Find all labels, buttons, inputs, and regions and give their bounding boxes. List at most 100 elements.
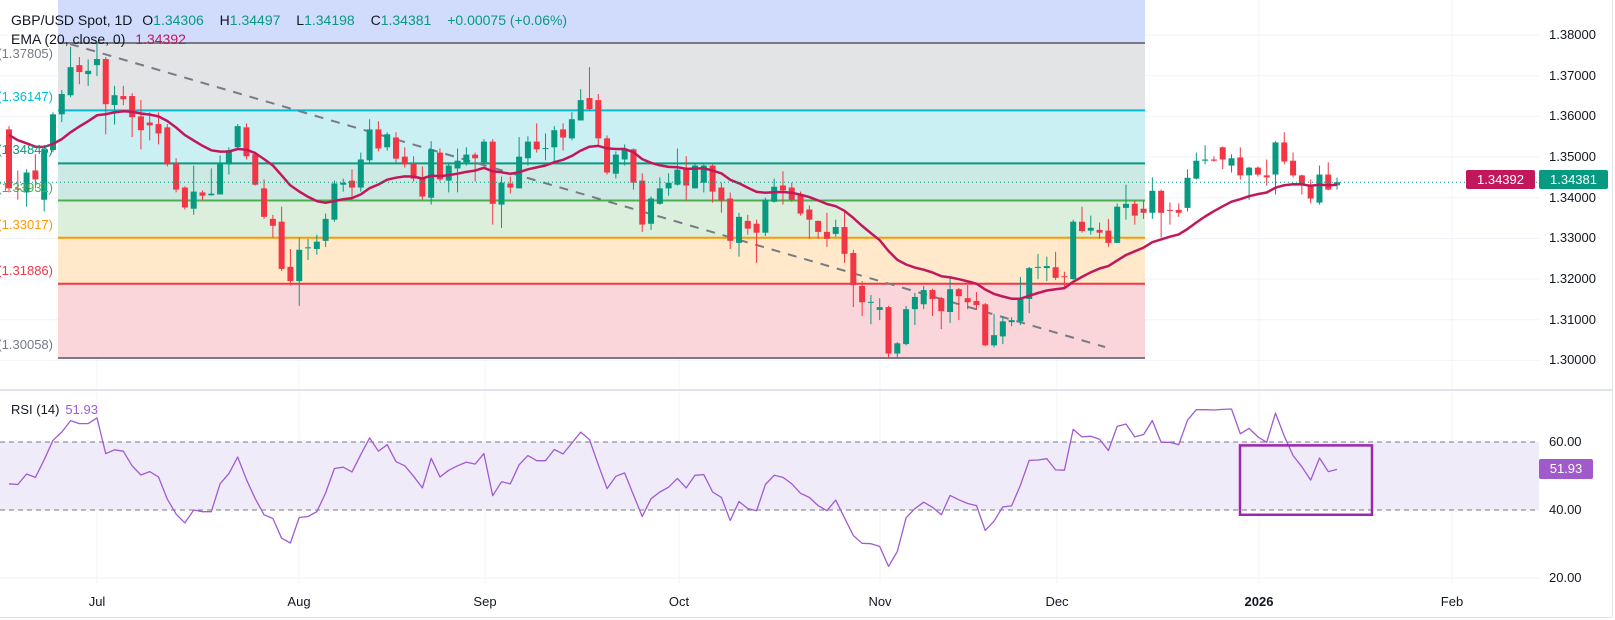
candle-down [269,214,276,238]
candle-body [1263,175,1270,178]
ema-line [8,109,1338,300]
candle-down [595,94,602,146]
candle-down [1131,200,1138,225]
candle-body [850,253,857,286]
candle-body [867,301,874,303]
candle-down [982,303,989,347]
candle-down [823,212,830,247]
candle-up [947,277,954,323]
candle-body [137,116,144,131]
candle-down [507,176,514,194]
price-axis-label: 1.36000 [1549,108,1596,124]
candle-down [120,85,127,105]
candle-down [1158,189,1165,238]
candle-up [217,155,224,195]
candle-body [621,148,628,160]
candle-body [1087,227,1094,231]
right-border [1612,0,1613,617]
candle-body [929,290,936,299]
fib-band [58,163,1145,201]
fib-level-label: (1.31886) [0,262,53,278]
candle-body [366,129,373,161]
candle-down [1140,200,1147,219]
candle-down [419,166,426,200]
candle-body [287,266,294,282]
candle-body [349,180,356,188]
symbol-title[interactable]: GBP/USD Spot, 1D [11,12,133,28]
candle-body [1202,159,1209,161]
time-axis-label: Aug [287,594,311,609]
candle-body [305,247,312,249]
candle-body [357,159,364,188]
rsi-axis-label: 60.00 [1549,434,1582,449]
candle-up [1008,317,1015,327]
candle-up [1070,219,1077,280]
candle-body [964,298,971,303]
candle-down [1052,251,1059,280]
candle-body [6,129,12,189]
candle-body [410,163,417,179]
candle-body [23,172,30,193]
candle-down [815,220,822,239]
candle-up [498,176,505,228]
close-price-tag: 1.34381 [1539,170,1608,189]
candle-up [480,139,487,163]
candle-body [1184,177,1191,208]
candle-body [419,177,426,197]
rsi-label[interactable]: RSI (14) [11,402,60,417]
candle-up [1017,277,1024,326]
candle-down [164,124,171,167]
candle-body [903,309,910,345]
candle-down [76,57,83,85]
candle-body [524,141,531,159]
candle-body [208,193,215,196]
candle-body [269,218,276,226]
legend-symbol-row: GBP/USD Spot, 1D O1.34306 H1.34497 L1.34… [11,12,573,28]
candle-up [190,165,197,215]
candle-body [498,182,505,205]
candle-body [1078,221,1085,232]
pane-separator[interactable] [0,389,1612,391]
candle-body [568,119,575,139]
candle-body [1008,320,1015,323]
candle-down [1254,166,1261,177]
highlight-box [1238,444,1374,517]
candle-body [779,185,786,191]
price-axis-label: 1.32000 [1549,271,1596,287]
candle-up [568,112,575,141]
candle-up [85,59,92,86]
open-value: O1.34306 [142,12,204,28]
candle-up [551,126,558,163]
candle-down [392,132,399,163]
candle-body [630,149,637,183]
candle-down [533,123,540,153]
candle-body [1166,209,1173,211]
candle-body [595,100,602,139]
price-chart[interactable] [0,0,1539,389]
candle-body [384,134,391,148]
candle-up [1035,253,1042,280]
fib-band [58,283,1145,359]
candle-down [744,214,751,235]
candle-body [155,124,162,134]
candle-body [58,94,65,115]
candle-body [648,198,655,224]
candle-up [305,238,312,260]
candle-down [261,179,268,219]
candle-down [1078,206,1085,233]
rsi-chart[interactable] [0,391,1539,583]
ema-label[interactable]: EMA (20, close, 0) [11,31,126,47]
candle-body [49,114,56,151]
candle-body [991,335,998,346]
candle-body [753,223,760,233]
candle-body [1334,182,1341,186]
candle-up [991,314,998,348]
candle-down [1061,271,1068,289]
candle-body [973,301,980,306]
candle-body [190,191,197,209]
candle-up [656,177,663,205]
candle-body [859,285,866,303]
candle-body [1105,230,1112,243]
candle-down [630,148,637,190]
rsi-axis-label: 20.00 [1549,570,1582,585]
